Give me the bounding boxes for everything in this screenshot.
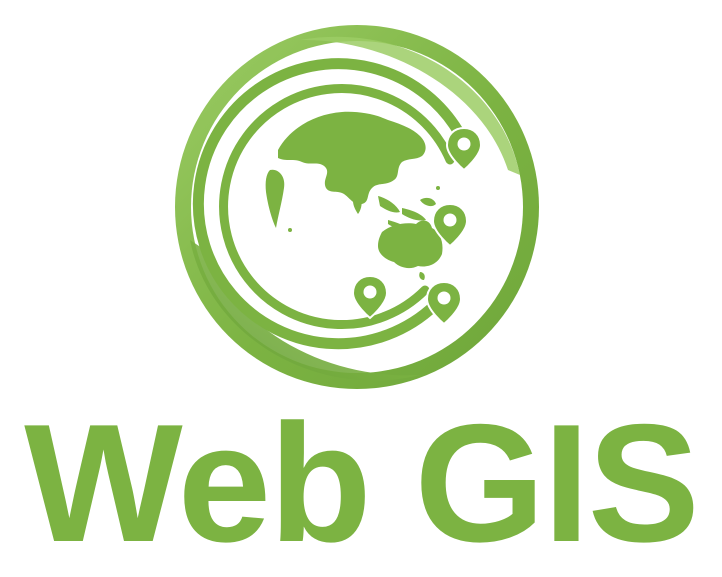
map-pin-icon xyxy=(351,126,483,326)
logo-wordmark: Web GIS xyxy=(24,389,700,577)
orbit-ring-icon xyxy=(192,58,468,350)
globe-icon xyxy=(265,111,454,280)
web-gis-logo-mark xyxy=(150,10,560,410)
globe-logo-svg xyxy=(175,25,539,389)
